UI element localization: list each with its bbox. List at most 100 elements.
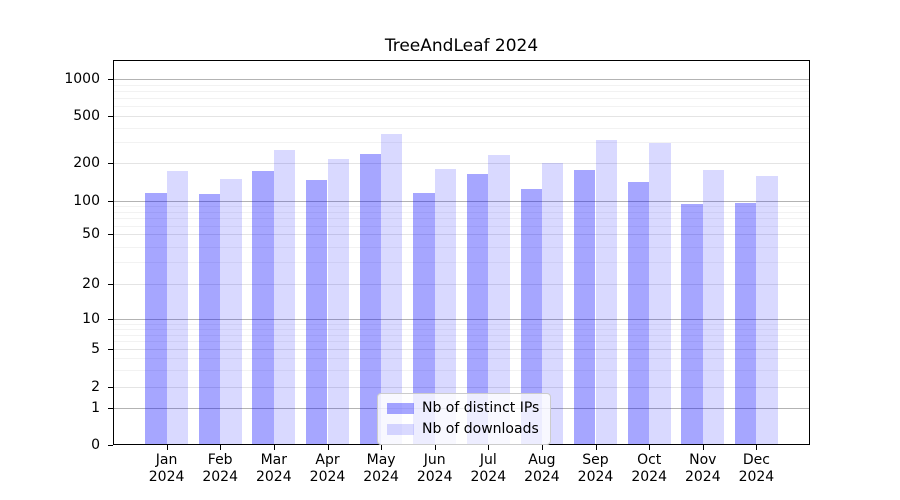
y-tick-mark-200 bbox=[108, 163, 113, 165]
x-tick-label-jun: Jun 2024 bbox=[416, 452, 453, 485]
legend: Nb of distinct IPs Nb of downloads bbox=[377, 393, 552, 445]
y-tick-mark-50 bbox=[108, 234, 113, 236]
x-tick-label-apr: Apr 2024 bbox=[309, 452, 346, 485]
x-tick-label-sep: Sep 2024 bbox=[577, 452, 614, 485]
y-tick-mark-500 bbox=[108, 116, 113, 117]
x-tick-mark-oct bbox=[649, 445, 651, 450]
x-tick-label-may: May 2024 bbox=[363, 452, 399, 485]
bar-distinct-ips-oct bbox=[627, 181, 650, 444]
y-tick-label-2: 2 bbox=[91, 378, 100, 395]
bar-distinct-ips-aug bbox=[520, 189, 542, 444]
bar-distinct-ips-mar bbox=[252, 171, 274, 444]
gridline-70 bbox=[114, 218, 809, 219]
y-tick-label-50: 50 bbox=[82, 226, 100, 243]
y-tick-label-1000: 1000 bbox=[64, 71, 100, 87]
x-tick-label-dec: Dec 2024 bbox=[738, 452, 775, 485]
bar-distinct-ips-sep bbox=[574, 170, 596, 444]
gridline-600 bbox=[114, 106, 809, 108]
bar-downloads-apr bbox=[327, 159, 349, 444]
bar-distinct-ips-apr bbox=[306, 180, 328, 444]
gridline-80 bbox=[114, 211, 809, 213]
x-tick-mark-may bbox=[381, 445, 383, 450]
x-tick-mark-mar bbox=[273, 445, 275, 450]
gridline-700 bbox=[114, 98, 809, 99]
y-tick-label-1: 1 bbox=[91, 399, 100, 416]
x-tick-label-mar: Mar 2024 bbox=[255, 452, 292, 485]
x-tick-mark-nov bbox=[702, 445, 704, 450]
x-tick-mark-jul bbox=[488, 445, 490, 450]
bar-downloads-oct bbox=[649, 143, 671, 444]
y-tick-mark-2 bbox=[108, 386, 113, 388]
gridline-200 bbox=[114, 163, 809, 165]
x-tick-mark-apr bbox=[327, 445, 329, 450]
x-tick-label-feb: Feb 2024 bbox=[202, 452, 238, 485]
gridline-7 bbox=[114, 334, 809, 336]
y-tick-mark-20 bbox=[108, 284, 113, 286]
bar-distinct-ips-may bbox=[359, 153, 382, 444]
gridline-1000 bbox=[114, 79, 809, 80]
legend-label-distinct-ips: Nb of distinct IPs bbox=[422, 400, 540, 416]
legend-swatch-distinct-ips bbox=[387, 403, 414, 414]
bar-distinct-ips-jul bbox=[466, 174, 489, 444]
gridline-3 bbox=[114, 370, 809, 372]
chart-title: TreeAndLeaf 2024 bbox=[384, 36, 539, 56]
x-tick-label-oct: Oct 2024 bbox=[631, 452, 667, 485]
bar-downloads-may bbox=[381, 134, 403, 444]
gridline-30 bbox=[114, 262, 809, 264]
x-tick-mark-jan bbox=[166, 445, 168, 450]
gridline-500 bbox=[114, 116, 809, 117]
x-tick-mark-sep bbox=[595, 445, 597, 450]
bar-distinct-ips-feb bbox=[198, 193, 221, 444]
gridline-100 bbox=[114, 200, 809, 202]
y-tick-label-200: 200 bbox=[73, 155, 100, 172]
bar-downloads-jun bbox=[434, 168, 457, 444]
gridline-40 bbox=[114, 246, 809, 248]
legend-item-downloads: Nb of downloads bbox=[387, 422, 539, 437]
bar-downloads-jul bbox=[488, 154, 510, 444]
y-tick-label-5: 5 bbox=[91, 341, 100, 358]
gridline-400 bbox=[114, 127, 809, 129]
bar-downloads-aug bbox=[541, 163, 564, 444]
legend-swatch-downloads bbox=[387, 424, 414, 435]
x-tick-label-jul: Jul 2024 bbox=[470, 452, 507, 485]
bar-downloads-sep bbox=[595, 139, 617, 444]
gridline-5 bbox=[114, 349, 809, 351]
x-tick-mark-dec bbox=[756, 445, 758, 450]
bar-distinct-ips-dec bbox=[735, 202, 757, 444]
bar-downloads-jan bbox=[166, 171, 188, 444]
gridline-10 bbox=[114, 319, 809, 320]
x-tick-label-aug: Aug 2024 bbox=[524, 452, 560, 485]
x-tick-mark-aug bbox=[541, 445, 543, 450]
gridline-6 bbox=[114, 341, 809, 343]
y-tick-mark-1000 bbox=[108, 79, 113, 80]
gridline-4 bbox=[114, 358, 809, 360]
bar-distinct-ips-jan bbox=[145, 192, 167, 444]
legend-item-distinct-ips: Nb of distinct IPs bbox=[387, 401, 539, 416]
bar-downloads-dec bbox=[756, 176, 778, 444]
gridline-9 bbox=[114, 323, 809, 325]
y-tick-label-10: 10 bbox=[82, 311, 100, 327]
gridline-50 bbox=[114, 234, 809, 236]
x-tick-label-jan: Jan 2024 bbox=[148, 452, 185, 485]
bar-downloads-nov bbox=[702, 169, 725, 444]
bar-downloads-feb bbox=[220, 178, 242, 444]
plot-area bbox=[113, 60, 810, 445]
gridline-20 bbox=[114, 284, 809, 286]
gridline-60 bbox=[114, 225, 809, 227]
gridline-900 bbox=[114, 84, 809, 86]
gridline-8 bbox=[114, 328, 809, 330]
gridline-300 bbox=[114, 142, 809, 144]
bar-distinct-ips-jun bbox=[413, 192, 435, 444]
y-tick-label-500: 500 bbox=[73, 108, 100, 124]
x-tick-mark-feb bbox=[220, 445, 222, 450]
y-tick-mark-10 bbox=[108, 319, 113, 320]
y-tick-mark-100 bbox=[108, 200, 113, 202]
x-tick-mark-jun bbox=[434, 445, 436, 450]
gridline-2 bbox=[114, 386, 809, 388]
gridline-90 bbox=[114, 205, 809, 207]
y-tick-label-100: 100 bbox=[73, 192, 100, 209]
y-tick-mark-1 bbox=[108, 407, 113, 409]
gridline-800 bbox=[114, 90, 809, 92]
y-tick-mark-5 bbox=[108, 349, 113, 351]
